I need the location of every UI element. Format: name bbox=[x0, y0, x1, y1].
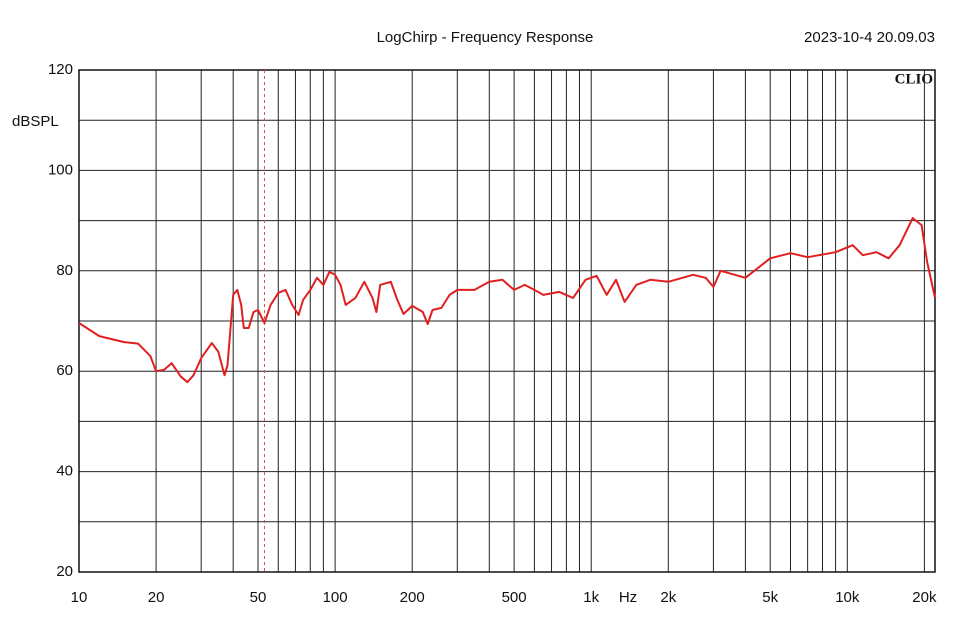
line-series bbox=[78, 217, 936, 384]
x-tick-label: 200 bbox=[400, 589, 425, 606]
y-tick-label: 80 bbox=[56, 262, 73, 279]
brand: CLIO bbox=[895, 71, 933, 87]
x-unit: Hz bbox=[619, 589, 637, 606]
x-tick-label: 2k bbox=[660, 589, 676, 606]
x-tick-label: 1k bbox=[583, 589, 599, 606]
x-tick-label: 20 bbox=[148, 589, 165, 606]
timestamp: 2023-10-4 20.09.03 bbox=[804, 29, 935, 46]
y-tick-label: 120 bbox=[48, 61, 73, 78]
x-tick-label: 500 bbox=[502, 589, 527, 606]
y-tick-label: 20 bbox=[56, 563, 73, 580]
plot-border bbox=[78, 69, 936, 573]
y-tick-label: 100 bbox=[48, 161, 73, 178]
chart-title: LogChirp - Frequency Response bbox=[377, 29, 594, 46]
x-tick-label: 20k bbox=[912, 589, 937, 606]
x-tick-label: 50 bbox=[250, 589, 267, 606]
y-axis-label: dBSPL bbox=[12, 113, 59, 130]
y-tick-label: 40 bbox=[56, 463, 73, 480]
x-tick-label: 100 bbox=[323, 589, 348, 606]
y-tick-label: 60 bbox=[56, 362, 73, 379]
x-tick-label: 10k bbox=[835, 589, 860, 606]
x-tick-label: 10 bbox=[71, 589, 88, 606]
x-tick-label: 5k bbox=[762, 589, 778, 606]
